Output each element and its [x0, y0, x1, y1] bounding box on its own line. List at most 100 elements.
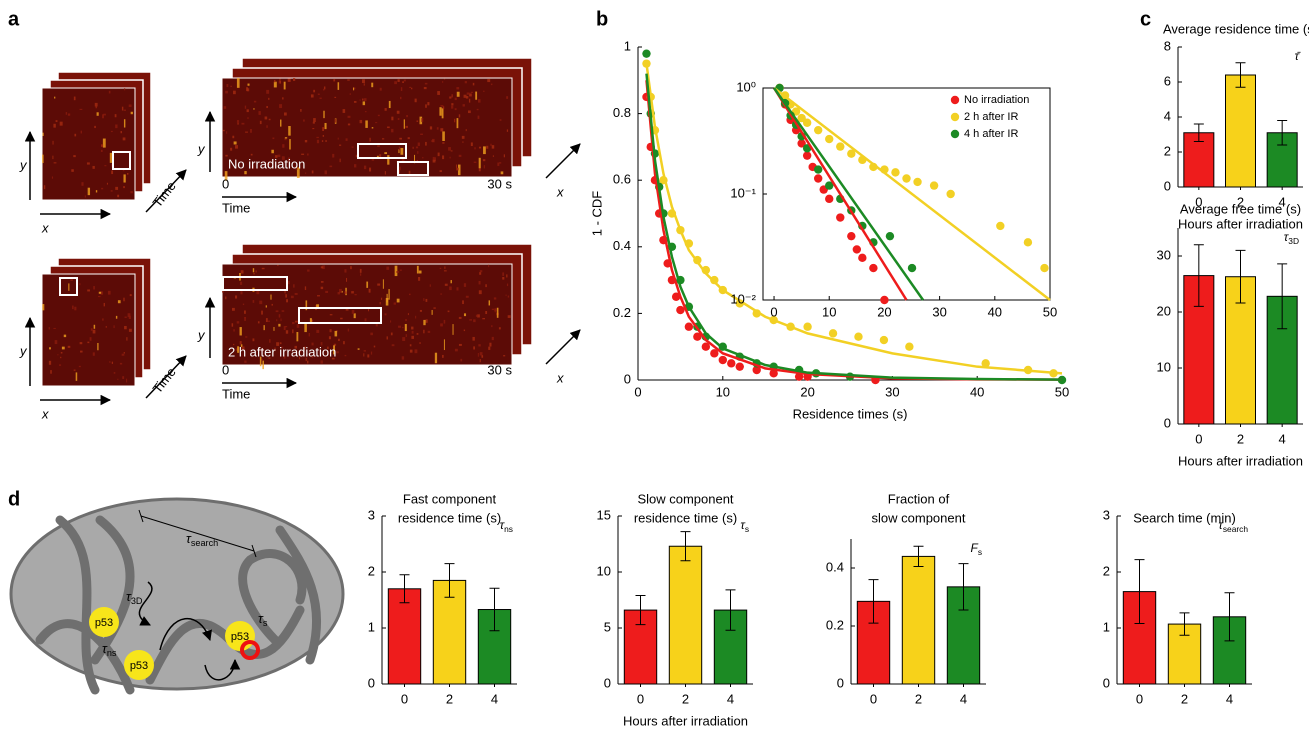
highlight-box	[357, 143, 407, 159]
y-tick-label: 0.2	[613, 305, 631, 320]
image-speckle	[322, 134, 325, 137]
image-speckle	[305, 357, 307, 362]
image-speckle	[222, 290, 224, 293]
fit-line	[645, 73, 1063, 381]
x-axis-label: Residence times (s)	[793, 406, 908, 421]
image-speckle	[235, 348, 239, 351]
image-speckle	[359, 99, 361, 101]
image-speckle	[338, 338, 340, 341]
error-bar	[913, 545, 924, 568]
image-speckle	[369, 137, 371, 142]
image-speckle	[347, 115, 351, 118]
image-speckle	[486, 145, 489, 149]
fit-line	[773, 87, 925, 301]
tau-label: τs	[258, 611, 268, 628]
image-speckle	[266, 125, 268, 128]
image-speckle	[488, 300, 491, 306]
image-speckle	[311, 342, 314, 346]
image-speckle	[399, 137, 402, 140]
image-speckle	[294, 293, 298, 295]
image-speckle	[440, 105, 444, 107]
image-speckle	[231, 323, 234, 327]
image-speckle	[306, 360, 309, 364]
image-speckle	[284, 137, 287, 141]
image-speckle	[477, 314, 480, 318]
image-speckle	[127, 172, 129, 175]
image-speckle	[42, 154, 44, 164]
axis-label: Time	[150, 365, 179, 397]
data-point	[825, 194, 834, 204]
image-speckle	[454, 348, 458, 352]
image-speckle	[74, 306, 77, 311]
error-bar	[958, 563, 969, 611]
image-speckle	[458, 154, 462, 157]
image-speckle	[293, 284, 295, 288]
image-speckle	[253, 108, 255, 110]
image-speckle	[123, 297, 125, 302]
image-speckle	[469, 319, 473, 321]
image-speckle	[110, 130, 113, 133]
image-speckle	[371, 82, 374, 88]
data-point	[813, 125, 823, 135]
image-speckle	[123, 174, 126, 183]
image-speckle	[364, 98, 367, 102]
image-speckle	[442, 131, 445, 141]
image-speckle	[416, 159, 419, 162]
image-speckle	[272, 137, 275, 140]
image-speckle	[439, 267, 442, 270]
image-speckle	[337, 82, 340, 90]
image-speckle	[388, 100, 391, 109]
error-bar	[489, 587, 500, 632]
image-speckle	[465, 96, 469, 99]
data-point	[797, 139, 806, 148]
y-tick-label: 8	[1164, 38, 1171, 53]
image-speckle	[130, 111, 133, 115]
legend-label: 4 h after IR	[964, 128, 1018, 140]
image-speckle	[128, 315, 131, 320]
image-speckle	[94, 125, 96, 129]
image-speckle	[236, 78, 240, 88]
image-speckle	[67, 113, 71, 116]
x-tick-label: 2	[915, 691, 922, 706]
image-speckle	[90, 328, 93, 331]
y-tick-label: 0	[1103, 675, 1110, 690]
image-speckle	[278, 80, 281, 84]
image-speckle	[439, 170, 442, 173]
image-speckle	[443, 339, 445, 351]
image-speckle	[473, 161, 477, 164]
image-speckle	[287, 280, 290, 285]
error-bar	[1193, 123, 1204, 142]
error-bar	[1134, 559, 1145, 625]
image-speckle	[462, 141, 464, 143]
image-speckle	[443, 78, 446, 80]
image-speckle	[500, 171, 504, 175]
image-speckle	[451, 94, 453, 98]
error-bar	[680, 531, 691, 562]
tau-label-symbol: τ	[102, 641, 108, 656]
image-speckle	[282, 97, 284, 100]
image-speckle	[324, 170, 328, 175]
image-speckle	[268, 357, 271, 359]
time-end: 30 s	[487, 176, 512, 191]
data-point	[913, 177, 922, 187]
tau-label: τsearch	[186, 531, 218, 548]
image-speckle	[437, 152, 440, 157]
error-bar	[868, 579, 879, 624]
image-speckle	[431, 309, 433, 315]
image-speckle	[329, 314, 333, 316]
image-speckle	[353, 101, 357, 103]
data-point	[879, 335, 889, 345]
image-speckle	[423, 298, 425, 301]
image-speckle	[463, 313, 467, 317]
x-tick-label: 4	[1226, 691, 1233, 706]
image-speckle	[235, 145, 238, 149]
image-speckle	[252, 338, 255, 342]
image-speckle	[398, 166, 401, 171]
image-speckle	[261, 310, 263, 315]
image-speckle	[233, 90, 236, 95]
image-speckle	[466, 92, 470, 95]
data-point	[710, 349, 719, 358]
image-speckle	[450, 280, 452, 284]
bar	[901, 555, 936, 685]
image-speckle	[320, 266, 324, 269]
